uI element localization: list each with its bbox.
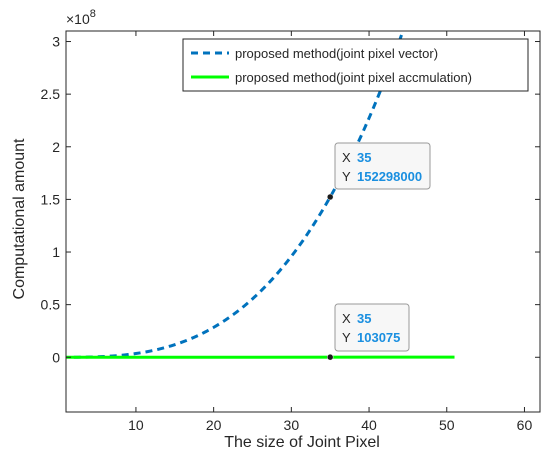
legend: proposed method(joint pixel vector) propo… xyxy=(182,38,529,92)
y-tick-label: 2 xyxy=(52,139,60,155)
y-tick-label: 1.5 xyxy=(41,191,61,207)
y-tick-label: 0 xyxy=(52,349,60,365)
datatip-marker xyxy=(326,353,334,361)
y-tick-label: 0.5 xyxy=(41,297,61,313)
x-tick-label: 40 xyxy=(361,417,377,433)
datatip-x-label: X xyxy=(342,150,351,165)
datatip-marker xyxy=(326,193,334,201)
legend-box xyxy=(182,38,529,92)
y-tick-label: 1 xyxy=(52,244,60,260)
x-tick-label: 10 xyxy=(128,417,144,433)
datatip-y-label: Y xyxy=(342,330,351,345)
datatip-box xyxy=(334,303,410,352)
x-axis-label: The size of Joint Pixel xyxy=(224,434,380,451)
datatip-y-value: 103075 xyxy=(357,330,400,345)
y-exponent-power: 8 xyxy=(90,8,96,20)
x-tick-label: 30 xyxy=(284,417,300,433)
datatip-box xyxy=(334,142,431,190)
legend-entry: proposed method(joint pixel accmulation) xyxy=(235,70,472,85)
y-tick-label: 2.5 xyxy=(41,86,61,102)
datatip-x-value: 35 xyxy=(357,150,371,165)
y-exponent-label: ×108 xyxy=(66,8,96,27)
axes-layer: 10 20 30 40 50 60 0 0.5 1 1.5 2 2.5 3 xyxy=(41,30,541,433)
x-tick-label: 50 xyxy=(439,417,455,433)
datatips: X 35 Y 152298000 X 35 Y 103075 xyxy=(326,142,431,361)
axes-box xyxy=(65,30,541,413)
datatip-y-value: 152298000 xyxy=(357,169,422,184)
y-exponent-base: ×10 xyxy=(66,11,90,27)
datatip-y-label: Y xyxy=(342,169,351,184)
x-tick-label: 60 xyxy=(517,417,533,433)
datatip-x-value: 35 xyxy=(357,311,371,326)
plot-layer xyxy=(66,31,455,359)
x-tick-label: 20 xyxy=(206,417,222,433)
y-tick-label: 3 xyxy=(52,34,60,50)
series-line-0 xyxy=(73,31,405,359)
y-axis-label: Computational amount xyxy=(11,138,28,300)
legend-entry: proposed method(joint pixel vector) xyxy=(235,46,438,61)
datatip-x-label: X xyxy=(342,311,351,326)
